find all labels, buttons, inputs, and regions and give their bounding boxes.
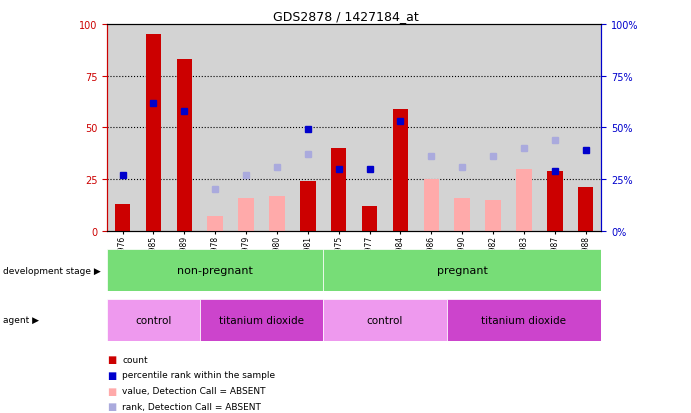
Text: ■: ■: [107, 401, 116, 411]
Bar: [177, 60, 192, 231]
Text: ■: ■: [107, 386, 116, 396]
Bar: [323, 250, 601, 291]
Text: value, Detection Call = ABSENT: value, Detection Call = ABSENT: [122, 386, 266, 395]
Bar: [516, 169, 531, 231]
Text: development stage ▶: development stage ▶: [3, 266, 101, 275]
Bar: [485, 200, 501, 231]
Bar: [115, 204, 131, 231]
Text: control: control: [367, 315, 404, 325]
Text: rank, Detection Call = ABSENT: rank, Detection Call = ABSENT: [122, 402, 261, 411]
Bar: [424, 180, 439, 231]
Bar: [331, 149, 346, 231]
Text: titanium dioxide: titanium dioxide: [219, 315, 304, 325]
Text: ■: ■: [107, 370, 116, 380]
Bar: [300, 182, 316, 231]
Text: control: control: [135, 315, 171, 325]
Text: count: count: [122, 355, 148, 364]
Bar: [447, 299, 601, 341]
Text: GDS2878 / 1427184_at: GDS2878 / 1427184_at: [273, 10, 418, 23]
Bar: [238, 198, 254, 231]
Bar: [146, 35, 161, 231]
Text: agent ▶: agent ▶: [3, 316, 39, 325]
Bar: [578, 188, 594, 231]
Bar: [107, 250, 323, 291]
Bar: [323, 299, 447, 341]
Bar: [269, 196, 285, 231]
Text: non-pregnant: non-pregnant: [178, 266, 253, 275]
Bar: [362, 206, 377, 231]
Text: ■: ■: [107, 354, 116, 364]
Bar: [455, 198, 470, 231]
Bar: [392, 109, 408, 231]
Text: percentile rank within the sample: percentile rank within the sample: [122, 370, 276, 380]
Bar: [200, 299, 323, 341]
Bar: [107, 299, 200, 341]
Text: pregnant: pregnant: [437, 266, 488, 275]
Bar: [547, 171, 562, 231]
Bar: [207, 217, 223, 231]
Text: titanium dioxide: titanium dioxide: [482, 315, 567, 325]
